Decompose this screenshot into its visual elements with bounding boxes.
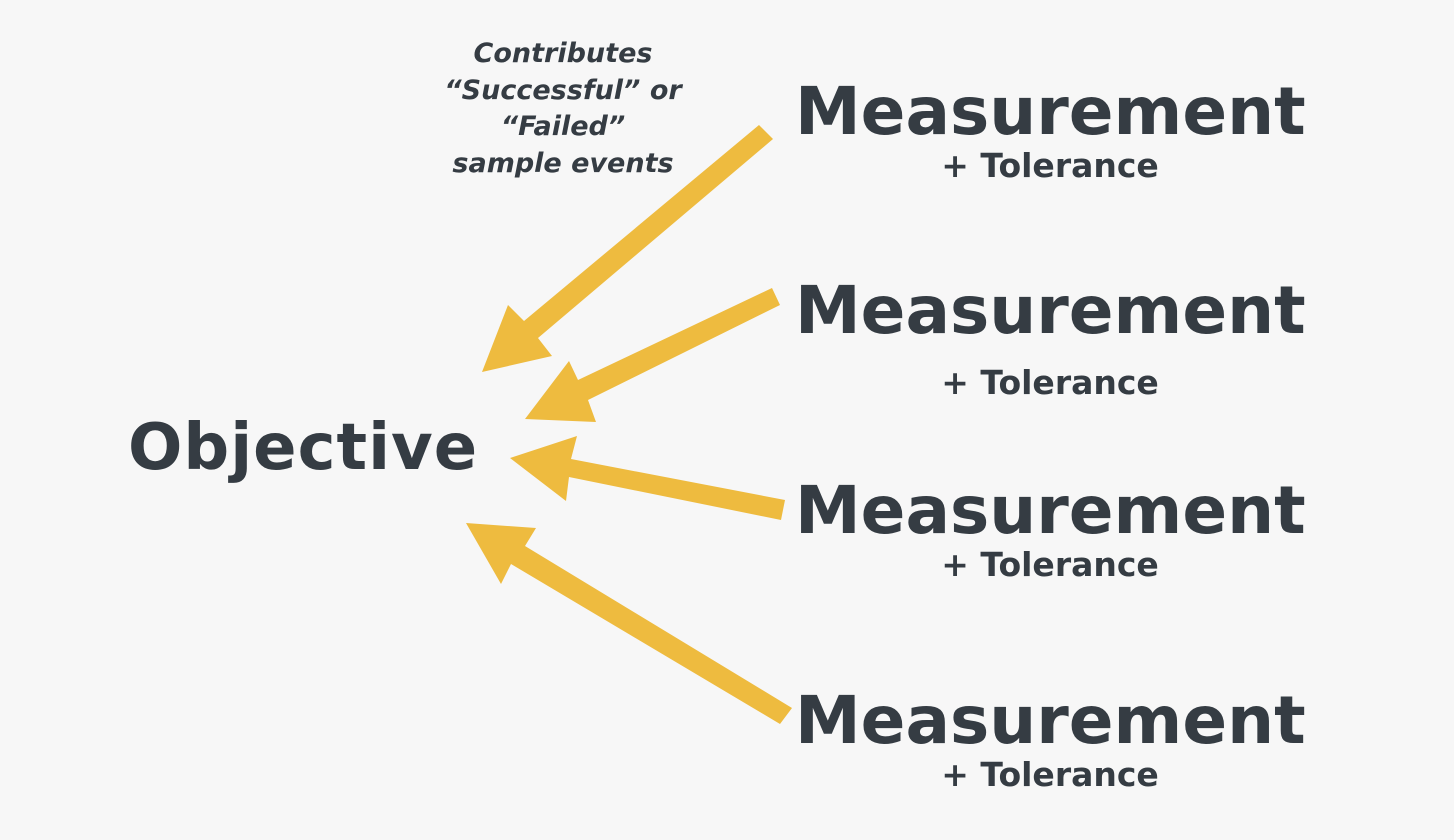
measurement-node-4: Measurement + Tolerance (795, 682, 1306, 795)
annotation-line: Contributes (473, 38, 653, 69)
objective-label: Objective (128, 411, 479, 485)
measurement-title: Measurement (795, 73, 1306, 150)
tolerance-label: + Tolerance (941, 146, 1159, 185)
measurement-title: Measurement (795, 272, 1306, 349)
measurement-title: Measurement (795, 472, 1306, 549)
measurement-node-1: Measurement + Tolerance (795, 73, 1306, 186)
annotation-text: Contributes “Successful” or “Failed” sam… (422, 36, 704, 182)
tolerance-label: + Tolerance (941, 755, 1159, 794)
arrow-measurement-4 (466, 523, 792, 724)
arrow-measurement-1 (482, 125, 773, 372)
measurement-node-3: Measurement + Tolerance (795, 472, 1306, 585)
annotation-line: “Successful” or (444, 74, 682, 106)
arrow-measurement-3 (510, 436, 785, 520)
tolerance-label: + Tolerance (941, 545, 1159, 584)
arrow-measurement-2 (525, 288, 780, 422)
annotation-line: “Failed” (500, 111, 626, 142)
measurement-node-2: Measurement + Tolerance (795, 272, 1306, 403)
measurement-title: Measurement (795, 682, 1306, 759)
tolerance-label: + Tolerance (941, 363, 1159, 402)
annotation-line: sample events (452, 147, 674, 179)
